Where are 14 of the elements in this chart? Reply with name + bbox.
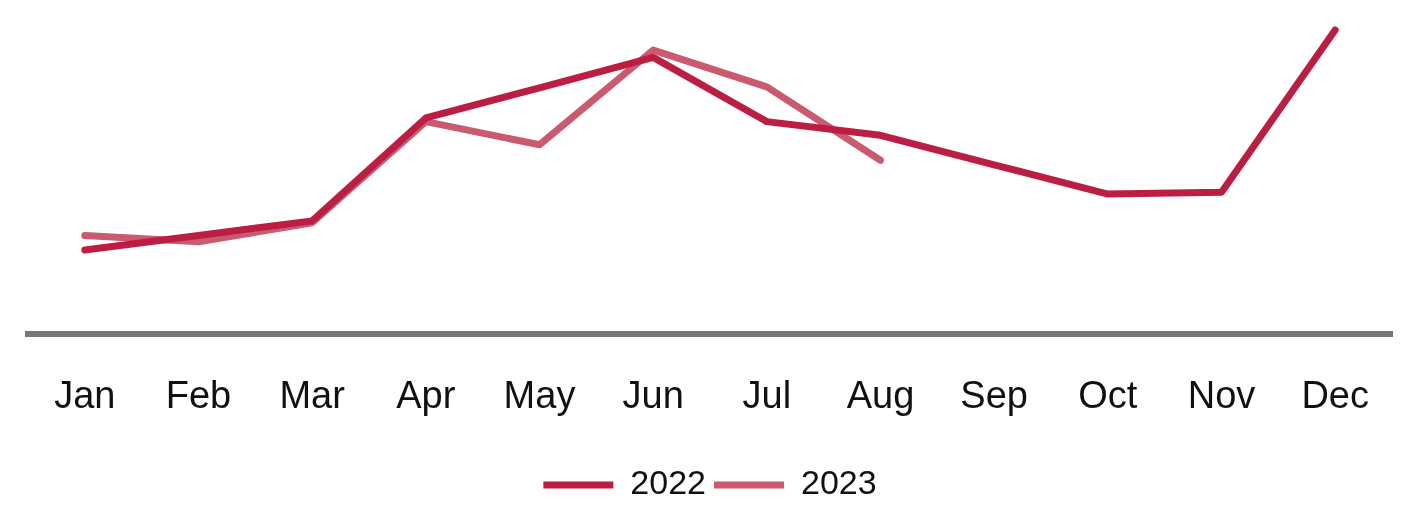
x-tick-label: Feb bbox=[165, 373, 232, 416]
x-tick-label: Mar bbox=[279, 373, 346, 416]
x-tick-label: May bbox=[503, 373, 576, 416]
x-tick-label: Jul bbox=[742, 373, 792, 416]
x-tick-label: Nov bbox=[1187, 373, 1256, 416]
x-tick-label: Aug bbox=[846, 373, 915, 416]
x-tick-label: Dec bbox=[1301, 373, 1369, 416]
x-tick-label: Jan bbox=[54, 373, 116, 416]
x-tick-label: Oct bbox=[1078, 373, 1138, 416]
x-tick-label: Sep bbox=[960, 373, 1028, 416]
x-tick-label: Apr bbox=[396, 373, 456, 416]
legend-label: 2022 bbox=[630, 463, 706, 502]
x-tick-label: Jun bbox=[622, 373, 684, 416]
legend-label: 2023 bbox=[801, 463, 877, 502]
